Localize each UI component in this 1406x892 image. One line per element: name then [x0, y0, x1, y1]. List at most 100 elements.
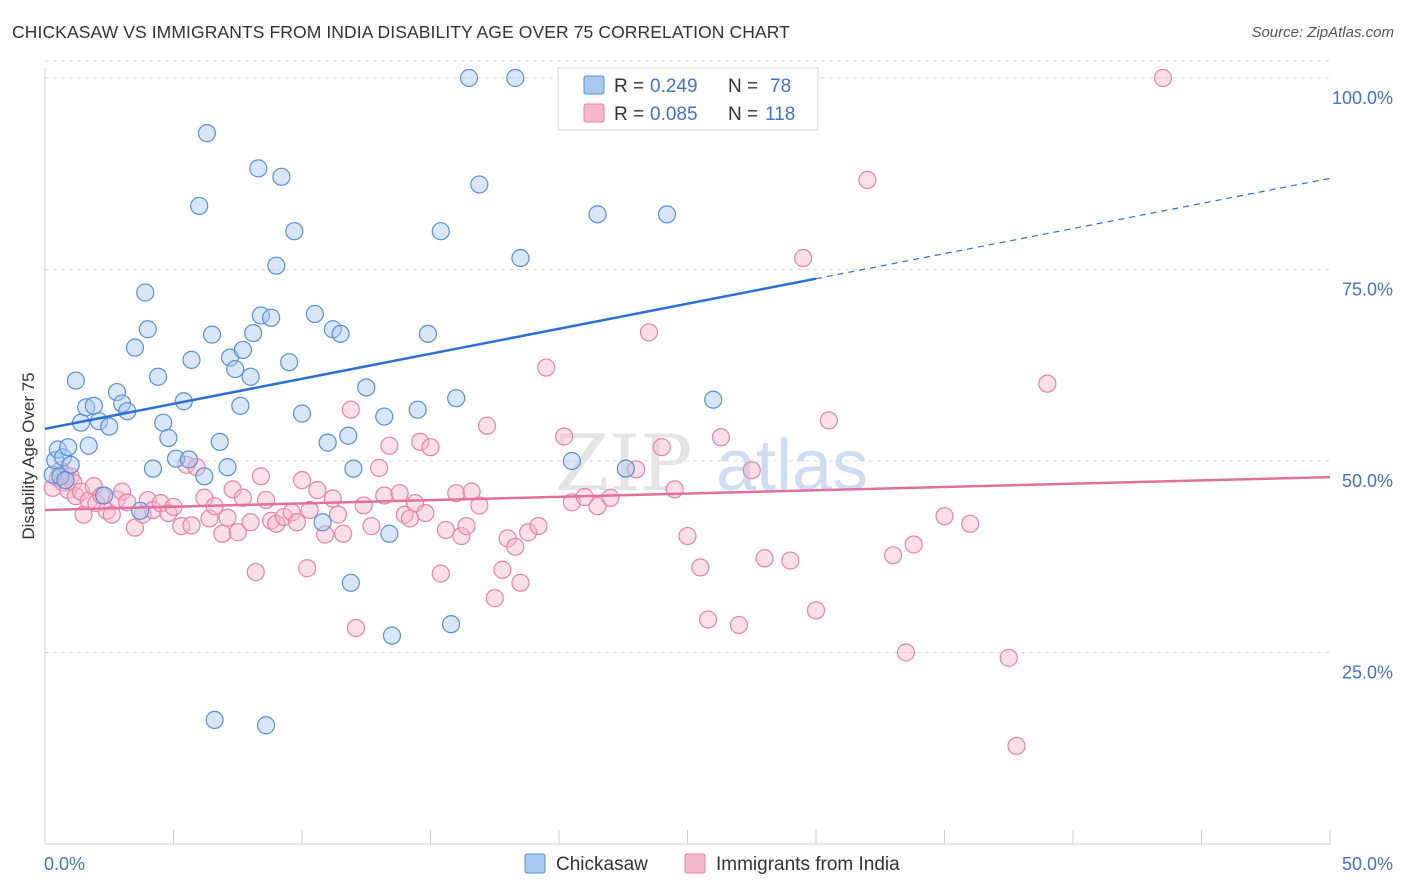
- source-label: Source: ZipAtlas.com: [1251, 24, 1394, 41]
- chickasaw-point-37: [218, 458, 237, 477]
- chickasaw-point-41: [233, 340, 252, 360]
- series-immigrants-from-india: [43, 68, 1173, 756]
- chickasaw-point-61: [357, 378, 376, 397]
- bottom-legend-label-india: Immigrants from India: [716, 854, 900, 875]
- chickasaw-point-75: [588, 205, 607, 224]
- bottom-legend-swatch-chickasaw: [524, 853, 546, 874]
- correlation-legend: R = 0.249 N = 78 R = 0.085 N = 118: [557, 67, 819, 131]
- chickasaw-point-31: [190, 196, 209, 216]
- india-point-108: [904, 535, 923, 554]
- chart-title: CHICKASAW VS IMMIGRANTS FROM INDIA DISAB…: [12, 22, 790, 42]
- chickasaw-point-53: [305, 304, 324, 324]
- chickasaw-point-70: [459, 68, 479, 88]
- chickasaw-point-65: [408, 400, 427, 419]
- india-point-92: [652, 438, 671, 457]
- bottom-legend-swatch-india: [684, 853, 706, 874]
- chickasaw-point-35: [205, 710, 224, 730]
- x-tick-label-0: 0.0%: [44, 854, 85, 874]
- chickasaw-point-25: [154, 413, 173, 432]
- chickasaw-point-67: [431, 222, 450, 241]
- india-point-106: [883, 546, 903, 565]
- india-point-111: [999, 648, 1018, 667]
- y-axis-label: Disability Age Over 75: [19, 372, 38, 539]
- chickasaw-point-4: [53, 448, 73, 467]
- india-point-102: [794, 248, 813, 268]
- india-point-38: [233, 488, 252, 507]
- india-point-110: [961, 514, 980, 533]
- india-point-71: [447, 484, 466, 503]
- india-point-105: [858, 170, 877, 189]
- chickasaw-point-68: [441, 615, 461, 634]
- india-point-56: [346, 618, 366, 638]
- india-point-23: [143, 500, 163, 520]
- india-point-39: [241, 513, 260, 532]
- india-point-78: [493, 560, 512, 579]
- y-tick-label-3: 100.0%: [1332, 88, 1393, 108]
- india-point-91: [639, 323, 659, 342]
- india-point-42: [256, 490, 276, 510]
- india-point-59: [370, 458, 389, 477]
- india-point-94: [678, 526, 697, 546]
- india-point-114: [1153, 68, 1173, 88]
- x-tick-labels: 0.0% 50.0%: [44, 854, 1393, 874]
- india-point-77: [485, 589, 504, 608]
- chickasaw-point-74: [562, 451, 581, 471]
- india-trend-line: [44, 475, 1331, 512]
- chickasaw-point-46: [256, 716, 276, 735]
- india-point-48: [292, 471, 312, 490]
- chickasaw-point-73: [511, 248, 530, 268]
- chickasaw-point-12: [84, 396, 103, 415]
- chickasaw-point-22: [138, 320, 157, 339]
- india-point-57: [354, 496, 373, 515]
- series-chickasaw: [43, 68, 723, 735]
- chickasaw-point-11: [79, 436, 98, 455]
- axes: [44, 68, 1331, 845]
- chickasaw-point-72: [506, 68, 525, 88]
- india-point-97: [711, 428, 731, 447]
- india-point-73: [457, 517, 476, 536]
- chickasaw-point-19: [125, 338, 145, 357]
- india-point-44: [267, 514, 286, 533]
- india-point-54: [334, 524, 353, 543]
- india-point-53: [328, 505, 348, 524]
- legend-r-label-india: R =: [614, 104, 644, 125]
- india-point-67: [416, 503, 435, 523]
- chickasaw-point-69: [447, 389, 466, 408]
- india-point-90: [626, 460, 646, 479]
- chickasaw-point-27: [166, 449, 186, 468]
- chickasaw-trend-line: [44, 277, 817, 431]
- chickasaw-trend-extension: [815, 177, 1331, 280]
- chickasaw-point-52: [292, 404, 312, 423]
- chickasaw-point-33: [197, 124, 217, 143]
- india-point-50: [308, 481, 327, 500]
- chickasaw-point-49: [272, 167, 291, 186]
- chickasaw-point-54: [313, 513, 332, 532]
- chickasaw-point-42: [241, 367, 260, 386]
- india-point-107: [896, 643, 916, 662]
- chickasaw-point-30: [182, 350, 201, 369]
- india-point-101: [781, 551, 800, 570]
- india-point-35: [218, 508, 237, 527]
- trend-lines: [44, 177, 1331, 512]
- india-point-68: [421, 438, 440, 457]
- india-point-99: [742, 461, 761, 480]
- legend-n-label-chickasaw: N =: [728, 76, 758, 97]
- chickasaw-point-71: [470, 175, 489, 194]
- india-point-30: [187, 458, 206, 477]
- chickasaw-point-32: [195, 467, 214, 486]
- india-point-49: [300, 500, 319, 520]
- x-tick-label-1: 50.0%: [1342, 854, 1393, 874]
- india-point-62: [390, 484, 409, 503]
- india-point-34: [213, 524, 232, 543]
- watermark-atlas: atlas: [716, 426, 868, 506]
- india-point-81: [511, 573, 530, 592]
- india-point-47: [287, 513, 306, 532]
- chickasaw-point-6: [59, 438, 78, 457]
- chickasaw-point-58: [339, 426, 358, 445]
- series-legend: Chickasaw Immigrants from India: [524, 853, 900, 875]
- chickasaw-point-43: [244, 323, 263, 343]
- legend-n-label-india: N =: [728, 104, 758, 125]
- chickasaw-point-50: [280, 353, 299, 372]
- chickasaw-point-62: [375, 407, 394, 426]
